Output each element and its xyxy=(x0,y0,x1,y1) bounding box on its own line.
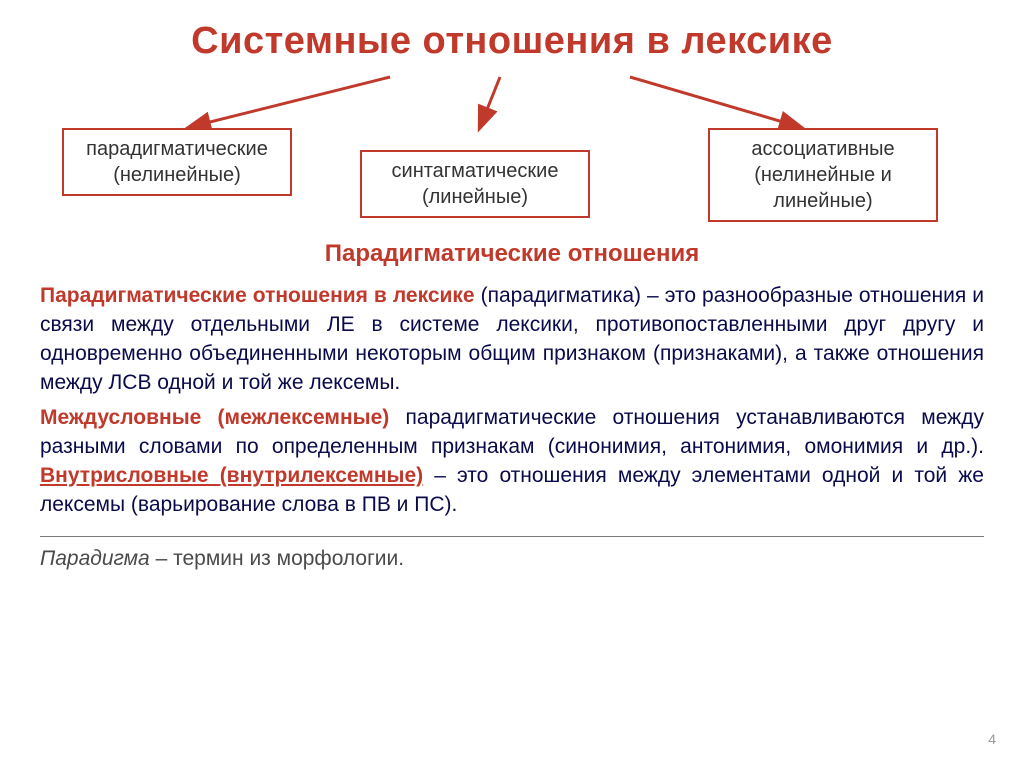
footnote-term: Парадигма xyxy=(40,547,150,570)
box-syntagmatic: синтагматические (линейные) xyxy=(360,150,590,218)
box3-line2: (нелинейные и xyxy=(754,164,892,186)
category-boxes: парадигматические (нелинейные) синтагмат… xyxy=(0,128,1024,218)
slide-title: Системные отношения в лексике xyxy=(0,0,1024,63)
arrow-center xyxy=(480,77,500,127)
footnote: Парадигма – термин из морфологии. xyxy=(40,547,984,571)
p2-lead2: Внутрисловные (внутрилексемные) xyxy=(40,464,423,487)
box-associative: ассоциативные (нелинейные и линейные) xyxy=(708,128,938,222)
divider xyxy=(40,536,984,537)
slide-number: 4 xyxy=(988,731,996,747)
p1-lead: Парадигматические отношения в лексике xyxy=(40,284,475,307)
arrow-right xyxy=(630,77,800,127)
body-text: Парадигматические отношения в лексике (п… xyxy=(40,282,984,520)
box2-line2: (линейные) xyxy=(422,186,528,208)
paragraph-2: Междусловные (межлексемные) парадигматич… xyxy=(40,404,984,520)
arrow-left xyxy=(190,77,390,127)
box3-line3: линейные) xyxy=(773,190,872,212)
box1-line1: парадигматические xyxy=(86,138,268,160)
section-subtitle: Парадигматические отношения xyxy=(0,240,1024,268)
box3-line1: ассоциативные xyxy=(751,138,894,160)
box1-line2: (нелинейные) xyxy=(113,164,241,186)
p2-lead: Междусловные (межлексемные) xyxy=(40,406,389,429)
box2-line1: синтагматические xyxy=(392,160,559,182)
box-paradigmatic: парадигматические (нелинейные) xyxy=(62,128,292,196)
paragraph-1: Парадигматические отношения в лексике (п… xyxy=(40,282,984,398)
footnote-rest: – термин из морфологии. xyxy=(150,547,404,570)
